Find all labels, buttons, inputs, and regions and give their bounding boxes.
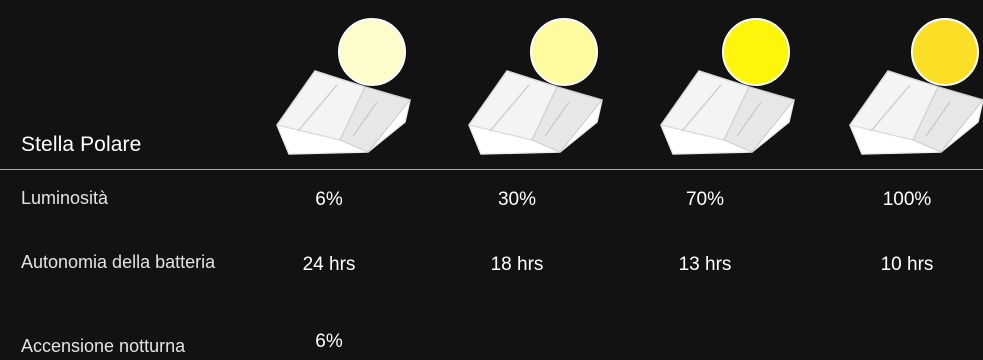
lamp-icon xyxy=(838,10,983,160)
lamp-glow xyxy=(722,18,790,86)
product-title: Stella Polare xyxy=(21,133,142,156)
row-label-night: Accensione notturna xyxy=(21,336,186,356)
brightness-value: 100% xyxy=(882,189,932,210)
brightness-value: 6% xyxy=(315,189,343,210)
battery-value: 10 hrs xyxy=(880,254,934,275)
row-label-battery: Autonomia della batteria xyxy=(21,252,216,272)
lamp-icon xyxy=(265,10,425,160)
lamp-icon xyxy=(649,10,809,160)
battery-value: 24 hrs xyxy=(302,254,356,275)
battery-value: 18 hrs xyxy=(490,254,544,275)
divider xyxy=(0,169,983,170)
brightness-value: 30% xyxy=(497,189,537,210)
battery-value: 13 hrs xyxy=(678,254,732,275)
night-value: 6% xyxy=(315,331,343,352)
lamp-icon xyxy=(457,10,617,160)
row-label-brightness: Luminosità xyxy=(21,188,109,208)
lamp-glow xyxy=(911,18,979,86)
brightness-value: 70% xyxy=(685,189,725,210)
lamp-glow xyxy=(530,18,598,86)
lamp-glow xyxy=(338,18,406,86)
